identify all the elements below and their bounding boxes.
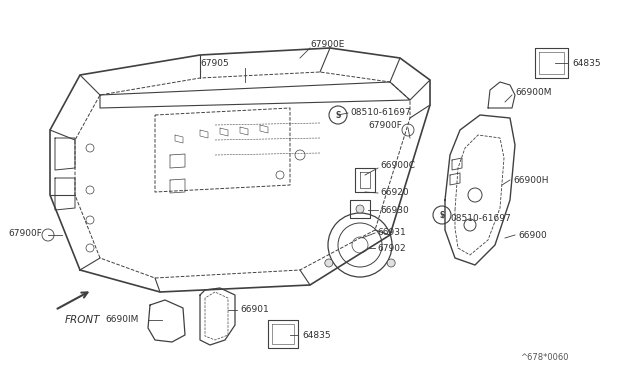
- Text: 08510-61697: 08510-61697: [350, 108, 411, 116]
- Circle shape: [387, 259, 395, 267]
- Text: 67900E: 67900E: [310, 39, 344, 48]
- Text: ^678*0060: ^678*0060: [520, 353, 568, 362]
- Text: 66931: 66931: [377, 228, 406, 237]
- Text: 64835: 64835: [572, 58, 600, 67]
- Text: FRONT: FRONT: [65, 315, 100, 325]
- Circle shape: [329, 106, 347, 124]
- Text: 66930: 66930: [380, 205, 409, 215]
- Text: 66901: 66901: [240, 305, 269, 314]
- Text: 64835: 64835: [302, 330, 331, 340]
- Text: S: S: [335, 110, 340, 119]
- Text: S: S: [439, 211, 445, 219]
- Circle shape: [325, 259, 333, 267]
- Text: 08510-61697: 08510-61697: [450, 214, 511, 222]
- Text: 67900F: 67900F: [8, 228, 42, 237]
- Text: 66920: 66920: [380, 187, 408, 196]
- Circle shape: [433, 206, 451, 224]
- Text: 6690lM: 6690lM: [105, 315, 138, 324]
- Text: 67902: 67902: [377, 244, 406, 253]
- Text: 67900F: 67900F: [368, 121, 402, 129]
- Circle shape: [356, 205, 364, 213]
- Text: 66900M: 66900M: [515, 87, 552, 96]
- Text: 67905: 67905: [200, 58, 228, 67]
- Text: 66900C: 66900C: [380, 160, 415, 170]
- Text: 66900H: 66900H: [513, 176, 548, 185]
- Text: 66900: 66900: [518, 231, 547, 240]
